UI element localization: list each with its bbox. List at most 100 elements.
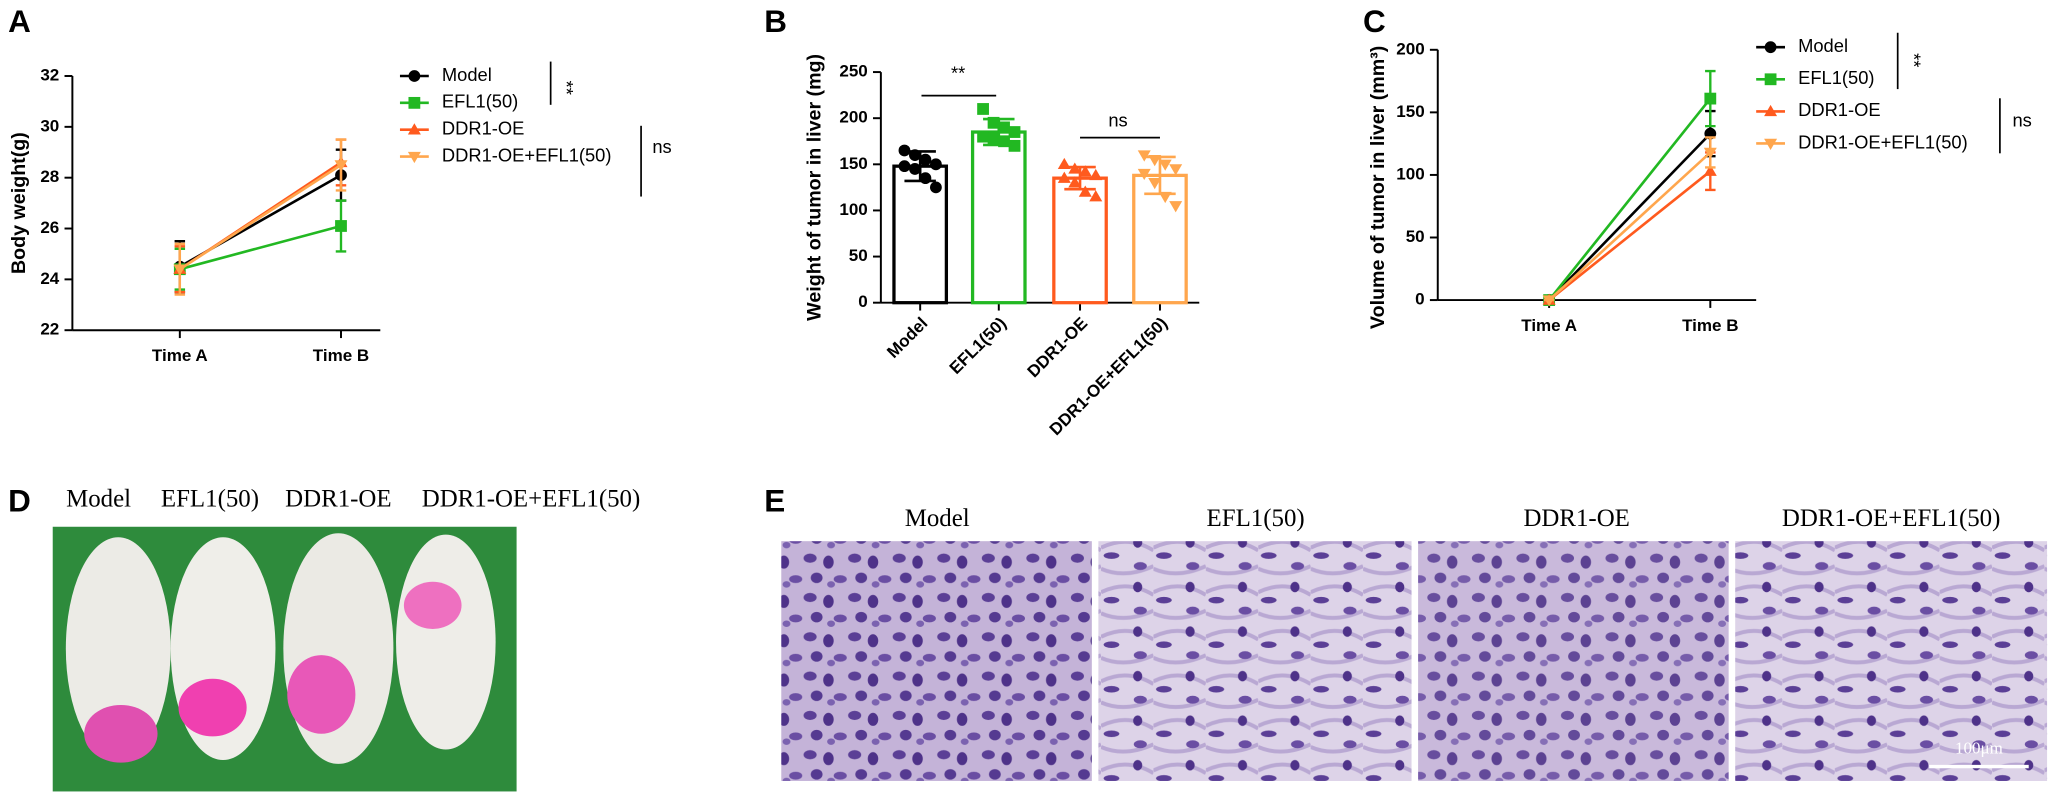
marker bbox=[930, 181, 942, 194]
legend-label: DDR1-OE+EFL1(50) bbox=[1798, 131, 1968, 152]
marker bbox=[1542, 295, 1556, 307]
panel-letter: A bbox=[8, 4, 31, 39]
mouse-photo bbox=[52, 526, 517, 792]
marker bbox=[1764, 73, 1777, 86]
marker bbox=[407, 123, 421, 135]
series-line bbox=[179, 224, 342, 271]
marker bbox=[1137, 150, 1151, 162]
error-bar bbox=[896, 150, 944, 183]
series-line bbox=[1548, 97, 1712, 301]
y-tick-label: 200 bbox=[839, 108, 867, 127]
marker bbox=[977, 130, 989, 143]
marker bbox=[898, 160, 911, 173]
photo-label: EFL1(50) bbox=[161, 485, 259, 512]
histology-label: EFL1(50) bbox=[1207, 505, 1305, 532]
photo-label: DDR1-OE+EFL1(50) bbox=[422, 485, 641, 512]
legend-label: DDR1-OE bbox=[442, 118, 525, 139]
histology-label: Model bbox=[905, 505, 970, 532]
marker bbox=[1008, 139, 1021, 152]
marker bbox=[1764, 138, 1778, 150]
y-axis-label: Volume of tumor in liver (mm³) bbox=[1367, 46, 1389, 329]
marker bbox=[998, 121, 1010, 134]
marker bbox=[1148, 154, 1162, 167]
marker bbox=[407, 151, 421, 164]
marker bbox=[1057, 157, 1071, 170]
y-tick-label: 0 bbox=[1415, 290, 1424, 309]
x-tick-label: Time B bbox=[313, 346, 369, 365]
marker bbox=[977, 103, 989, 115]
y-tick-label: 0 bbox=[858, 292, 867, 311]
legend-label: DDR1-OE+EFL1(50) bbox=[442, 144, 612, 165]
marker bbox=[335, 220, 347, 232]
y-tick-label: 50 bbox=[1406, 227, 1425, 246]
photo-label: DDR1-OE bbox=[285, 485, 391, 512]
marker bbox=[334, 160, 348, 172]
marker bbox=[1169, 201, 1183, 213]
series-line bbox=[179, 163, 342, 271]
marker bbox=[408, 70, 421, 82]
photo-label: Model bbox=[66, 485, 131, 512]
marker bbox=[1703, 147, 1717, 159]
marker bbox=[909, 149, 921, 161]
bar bbox=[970, 130, 1027, 305]
y-tick-label: 250 bbox=[839, 62, 867, 81]
y-tick-label: 32 bbox=[40, 66, 59, 85]
histology-images bbox=[781, 541, 2048, 781]
significance-label: ** bbox=[556, 81, 577, 95]
marker bbox=[987, 132, 1000, 145]
marker bbox=[919, 172, 932, 185]
y-tick-label: 200 bbox=[1396, 39, 1424, 58]
series-line bbox=[1548, 151, 1712, 302]
y-tick-label: 22 bbox=[40, 320, 59, 339]
legend-label: Model bbox=[442, 64, 492, 85]
marker bbox=[408, 96, 421, 109]
marker bbox=[1078, 165, 1092, 177]
marker bbox=[1089, 168, 1103, 181]
x-tick-label: Time A bbox=[1521, 316, 1577, 335]
marker bbox=[1008, 126, 1021, 138]
significance-label: ** bbox=[951, 63, 965, 84]
marker bbox=[1137, 168, 1151, 181]
y-axis-label: Weight of tumor in liver (mg) bbox=[804, 54, 826, 321]
y-tick-label: 100 bbox=[1396, 164, 1424, 183]
y-tick-label: 100 bbox=[839, 200, 867, 219]
y-axis-label: Body weight(g) bbox=[8, 132, 30, 274]
significance-label: ns bbox=[1108, 110, 1127, 131]
marker bbox=[998, 135, 1010, 148]
marker bbox=[173, 264, 187, 276]
marker bbox=[1764, 104, 1778, 117]
marker bbox=[1148, 178, 1162, 190]
panel-letter: C bbox=[1363, 4, 1386, 39]
marker bbox=[1158, 159, 1172, 171]
histology-label: DDR1-OE bbox=[1523, 505, 1629, 532]
legend-label: DDR1-OE bbox=[1798, 99, 1881, 120]
scale-bar-label: 100μm bbox=[1955, 738, 2003, 757]
y-tick-label: 28 bbox=[40, 167, 59, 186]
panel-letter: E bbox=[764, 483, 785, 518]
legend-label: Model bbox=[1798, 35, 1848, 56]
x-tick-label: Model bbox=[883, 314, 931, 362]
panel-letter: B bbox=[764, 4, 787, 39]
marker bbox=[919, 153, 932, 166]
significance-label: ** bbox=[1903, 53, 1924, 67]
y-tick-label: 150 bbox=[839, 154, 867, 173]
histology-label: DDR1-OE+EFL1(50) bbox=[1782, 505, 2001, 532]
series-line bbox=[1548, 170, 1712, 302]
marker bbox=[1169, 164, 1183, 176]
marker bbox=[1089, 190, 1103, 202]
marker bbox=[1704, 92, 1717, 105]
marker bbox=[1068, 176, 1082, 188]
marker bbox=[1703, 164, 1717, 176]
marker bbox=[898, 144, 911, 157]
x-tick-label: Time B bbox=[1682, 316, 1738, 335]
marker bbox=[909, 163, 921, 175]
error-bar bbox=[1056, 165, 1104, 191]
y-tick-label: 26 bbox=[40, 218, 59, 237]
x-tick-label: Time A bbox=[152, 346, 208, 365]
marker bbox=[1057, 171, 1071, 183]
marker bbox=[1158, 191, 1172, 204]
panel-letter: D bbox=[8, 483, 31, 518]
marker bbox=[1764, 41, 1777, 54]
x-tick-label: EFL1(50) bbox=[946, 314, 1010, 378]
